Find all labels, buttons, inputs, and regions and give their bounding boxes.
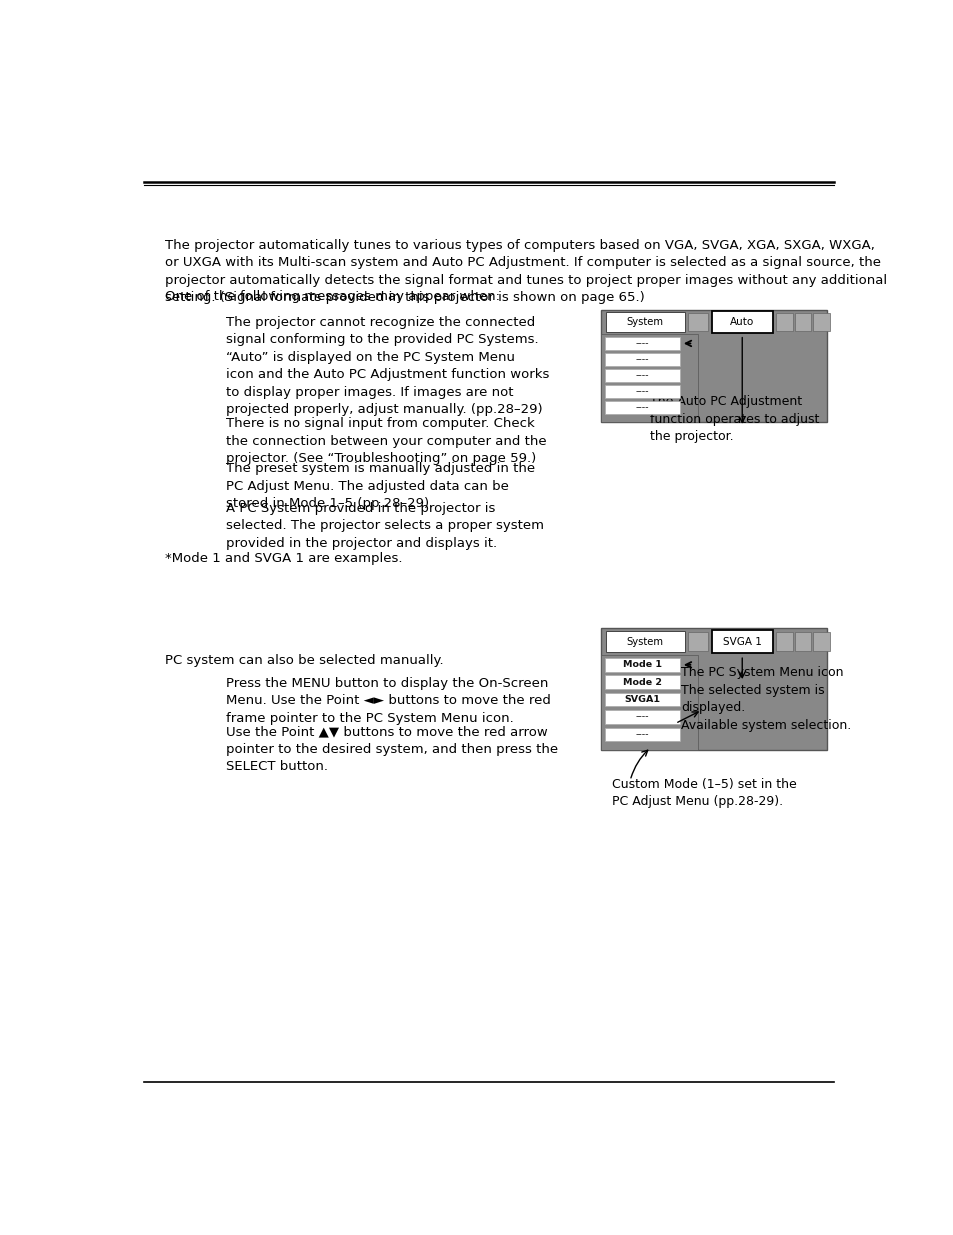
- Bar: [711, 630, 772, 653]
- Text: ----: ----: [635, 370, 649, 380]
- Bar: [600, 629, 826, 750]
- Bar: [687, 631, 708, 651]
- Text: Custom Mode (1–5) set in the
PC Adjust Menu (pp.28-29).: Custom Mode (1–5) set in the PC Adjust M…: [611, 778, 796, 808]
- Text: Auto: Auto: [729, 317, 754, 327]
- Bar: [605, 401, 679, 414]
- Text: One of the following messages may appear when:: One of the following messages may appear…: [165, 290, 499, 303]
- Bar: [605, 369, 679, 382]
- Text: The preset system is manually adjusted in the
PC Adjust Menu. The adjusted data : The preset system is manually adjusted i…: [226, 462, 535, 510]
- Bar: [605, 353, 679, 366]
- Text: Press the MENU button to display the On-Screen
Menu. Use the Point ◄► buttons to: Press the MENU button to display the On-…: [226, 677, 551, 725]
- Bar: [605, 710, 679, 724]
- Text: System: System: [626, 636, 663, 646]
- Text: SVGA1: SVGA1: [624, 695, 659, 704]
- Bar: [794, 631, 811, 651]
- Bar: [605, 631, 684, 652]
- Text: ----: ----: [635, 354, 649, 364]
- Text: The PC System Menu icon
The selected system is
displayed.: The PC System Menu icon The selected sys…: [680, 667, 842, 715]
- Bar: [605, 337, 679, 350]
- Bar: [605, 385, 679, 398]
- Bar: [794, 312, 811, 331]
- Text: *Mode 1 and SVGA 1 are examples.: *Mode 1 and SVGA 1 are examples.: [165, 552, 402, 566]
- Text: ----: ----: [635, 713, 649, 721]
- Text: Available system selection.: Available system selection.: [680, 719, 850, 732]
- Text: System: System: [626, 317, 663, 327]
- Bar: [812, 631, 829, 651]
- Text: SVGA 1: SVGA 1: [722, 636, 760, 646]
- Bar: [711, 311, 772, 332]
- Text: There is no signal input from computer. Check
the connection between your comput: There is no signal input from computer. …: [226, 417, 546, 466]
- Bar: [812, 312, 829, 331]
- Text: ----: ----: [635, 730, 649, 739]
- Bar: [605, 727, 679, 741]
- Text: Mode 2: Mode 2: [622, 678, 661, 687]
- Bar: [775, 312, 792, 331]
- Text: ----: ----: [635, 338, 649, 348]
- Bar: [600, 655, 698, 750]
- Text: The Auto PC Adjustment
function operates to adjust
the projector.: The Auto PC Adjustment function operates…: [649, 395, 819, 443]
- Text: The projector automatically tunes to various types of computers based on VGA, SV: The projector automatically tunes to var…: [165, 238, 886, 304]
- Text: PC system can also be selected manually.: PC system can also be selected manually.: [165, 655, 443, 667]
- Text: ----: ----: [635, 403, 649, 412]
- Bar: [775, 631, 792, 651]
- Text: ----: ----: [635, 387, 649, 396]
- Bar: [605, 693, 679, 706]
- Bar: [687, 312, 708, 331]
- Text: A PC System provided in the projector is
selected. The projector selects a prope: A PC System provided in the projector is…: [226, 501, 544, 550]
- Bar: [605, 312, 684, 331]
- Bar: [600, 310, 826, 422]
- Text: Mode 1: Mode 1: [622, 661, 661, 669]
- Text: The projector cannot recognize the connected
signal conforming to the provided P: The projector cannot recognize the conne…: [226, 316, 549, 416]
- Bar: [600, 333, 698, 422]
- Text: Use the Point ▲▼ buttons to move the red arrow
pointer to the desired system, an: Use the Point ▲▼ buttons to move the red…: [226, 725, 558, 773]
- Bar: [605, 676, 679, 689]
- Bar: [605, 658, 679, 672]
